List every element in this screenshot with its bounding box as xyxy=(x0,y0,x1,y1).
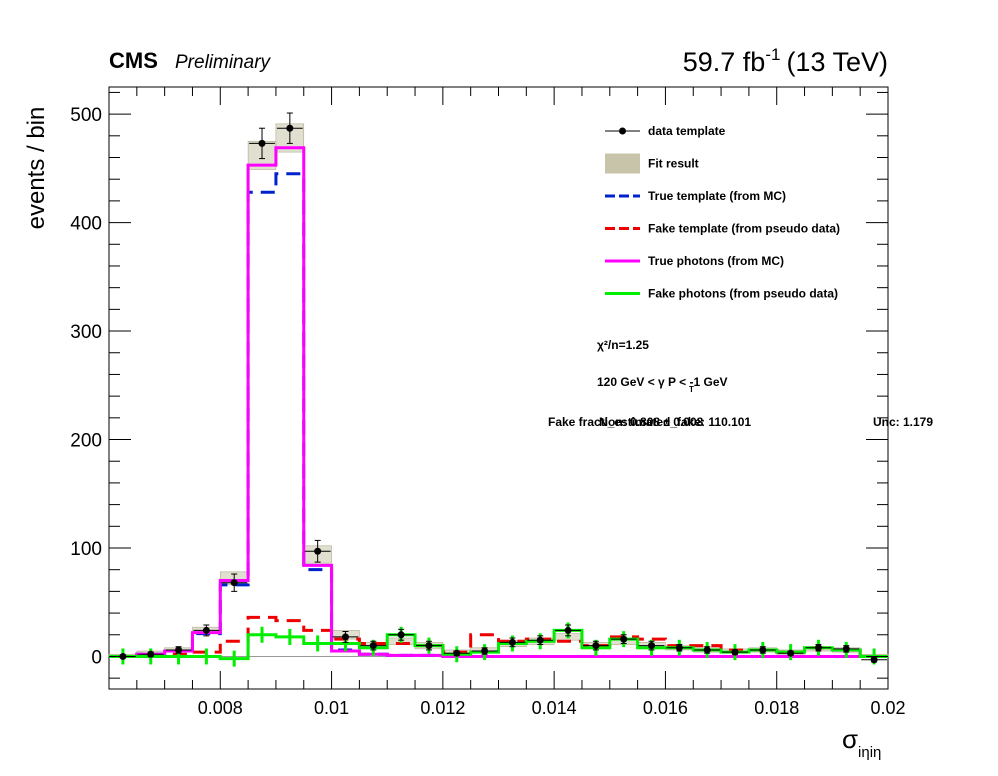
data-point xyxy=(805,644,832,652)
x-tick-label: 0.012 xyxy=(420,698,465,718)
data-point xyxy=(137,650,164,658)
data-point xyxy=(193,624,220,637)
data-marker xyxy=(648,642,656,650)
legend-swatch xyxy=(605,153,640,174)
data-marker xyxy=(230,579,238,587)
legend-item: Fake photons (from pseudo data) xyxy=(605,287,838,301)
data-point xyxy=(276,112,303,144)
legend-item: data template xyxy=(605,124,726,138)
y-axis-label: events / bin xyxy=(23,107,50,230)
x-axis-symbol: σ xyxy=(842,724,858,754)
data-point xyxy=(249,127,275,160)
data-point xyxy=(388,628,415,641)
legend-label: Fake template (from pseudo data) xyxy=(648,222,840,236)
data-marker xyxy=(564,626,572,634)
data-point xyxy=(360,640,387,651)
x-tick-label: 0.02 xyxy=(870,698,905,718)
y-tick-label: 200 xyxy=(70,431,102,452)
y-tick-label: 0 xyxy=(91,647,102,668)
legend-label: True photons (from MC) xyxy=(648,254,784,268)
data-point xyxy=(666,644,693,652)
energy-value: (13 TeV) xyxy=(786,47,888,77)
data-marker xyxy=(397,631,405,639)
data-marker xyxy=(341,633,349,641)
data-point xyxy=(527,635,554,646)
data-marker xyxy=(675,644,683,652)
data-point xyxy=(722,648,748,656)
data-marker xyxy=(202,626,210,634)
data-marker xyxy=(453,649,461,657)
legend-label: Fit result xyxy=(648,157,699,171)
y-tick-label: 500 xyxy=(70,105,102,126)
data-marker xyxy=(147,650,155,658)
data-marker xyxy=(536,636,544,644)
data-point xyxy=(861,656,887,664)
y-tick-label: 100 xyxy=(70,539,102,560)
x-tick-label: 0.014 xyxy=(532,698,577,718)
pt-cut-text: 120 GeV < γ P < -1 GeV xyxy=(597,375,728,389)
data-marker xyxy=(759,646,767,654)
chi2-annotation: χ²/n=1.25 xyxy=(597,338,649,352)
x-tick-label: 0.008 xyxy=(198,698,243,718)
data-point xyxy=(471,647,498,655)
data-point xyxy=(499,637,526,648)
data-marker xyxy=(481,647,489,655)
x-axis-label: σiηiη xyxy=(842,724,881,761)
legend-label: data template xyxy=(648,124,726,138)
pt-cut-annotation: 120 GeV < γ P < -1 GeV xyxy=(597,375,728,389)
overlap-annotation-c: Unc: 1.179 xyxy=(873,415,933,429)
data-marker xyxy=(508,638,516,646)
legend-label: True template (from MC) xyxy=(648,189,786,203)
x-axis-subscript: iηiη xyxy=(858,744,881,761)
data-marker xyxy=(425,642,433,650)
x-tick-label: 0.018 xyxy=(754,698,799,718)
data-point xyxy=(221,573,248,592)
luminosity-label: 59.7 fb-1 (13 TeV) xyxy=(683,45,888,77)
data-point xyxy=(443,649,470,657)
data-marker xyxy=(842,645,850,653)
data-point xyxy=(416,640,442,651)
data-marker xyxy=(369,642,377,650)
data-marker xyxy=(286,124,294,132)
cms-label: CMS xyxy=(109,48,158,73)
preliminary-label: Preliminary xyxy=(175,52,272,73)
data-marker xyxy=(870,656,878,664)
data-point xyxy=(304,539,331,563)
pt-cut-subscript: T xyxy=(689,385,694,394)
lumi-exponent: -1 xyxy=(765,45,780,64)
data-marker xyxy=(703,646,711,654)
data-point xyxy=(777,649,804,657)
legend-item: Fit result xyxy=(605,153,699,174)
data-point xyxy=(833,645,860,653)
legend-label: Fake photons (from pseudo data) xyxy=(648,287,838,301)
data-marker xyxy=(814,644,822,652)
overlap-annotation-a: Fake fraction: 0.808 ± 0.008 xyxy=(548,415,704,429)
legend-item: Fake template (from pseudo data) xyxy=(605,222,840,236)
data-marker xyxy=(787,649,795,657)
data-point xyxy=(610,634,637,644)
data-marker xyxy=(592,642,600,650)
legend-item: True template (from MC) xyxy=(605,189,786,203)
data-marker xyxy=(620,635,628,643)
data-point xyxy=(582,640,609,651)
y-tick-label: 400 xyxy=(70,214,102,235)
data-marker xyxy=(258,139,266,147)
lumi-value: 59.7 fb xyxy=(683,47,766,77)
data-marker xyxy=(314,547,322,555)
legend-item: True photons (from MC) xyxy=(605,254,784,268)
data-point xyxy=(749,646,776,654)
data-point xyxy=(638,640,665,651)
x-tick-label: 0.016 xyxy=(643,698,688,718)
data-point xyxy=(332,631,359,643)
overlap-annotation-b: N_estimated_fake: 110.101 xyxy=(599,415,751,429)
data-point xyxy=(694,646,721,654)
data-point xyxy=(555,624,581,637)
data-marker xyxy=(731,648,739,656)
y-tick-label: 300 xyxy=(70,322,102,343)
legend-marker xyxy=(619,127,626,135)
x-tick-label: 0.01 xyxy=(314,698,349,718)
data-point xyxy=(165,646,192,654)
data-marker xyxy=(175,646,183,654)
